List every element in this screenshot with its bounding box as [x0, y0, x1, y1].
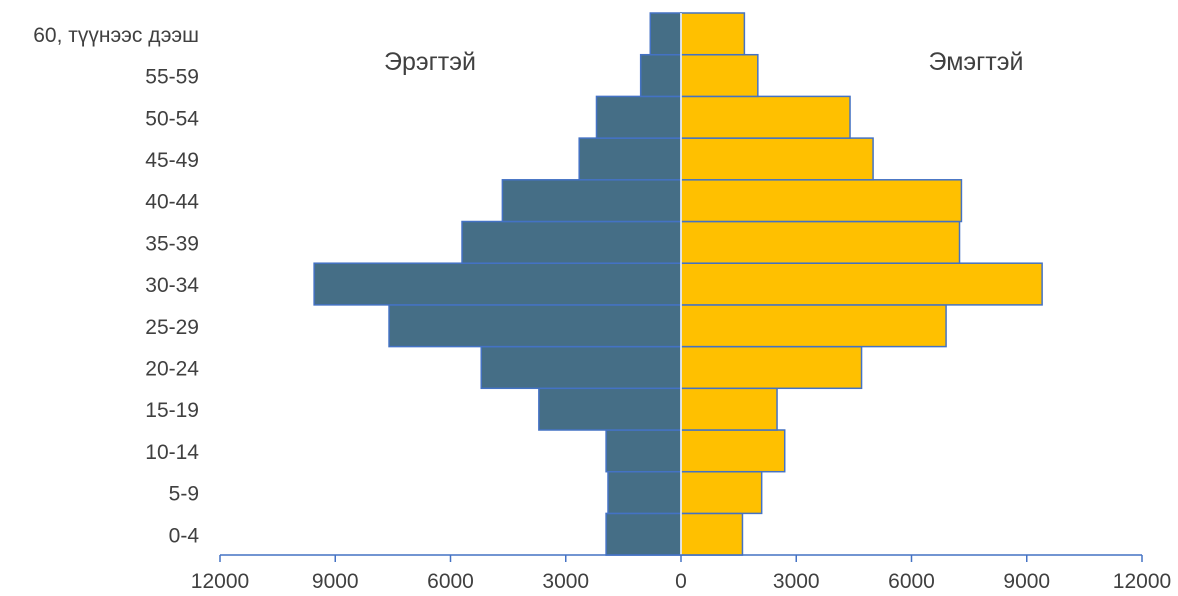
- series-label-female: Эмэгтэй: [929, 48, 1024, 76]
- bar-male-10-14: [605, 429, 682, 473]
- y-tick-label: 15-19: [145, 399, 199, 422]
- x-tick-label: 3000: [542, 570, 589, 593]
- bar-male-25-29: [388, 304, 682, 348]
- y-tick-label: 0-4: [169, 524, 200, 547]
- bar-female-40-44: [680, 179, 963, 223]
- bar-female-0-4: [680, 512, 744, 556]
- bar-female-10-14: [680, 429, 786, 473]
- female-bars: [680, 12, 1043, 556]
- y-tick-label: 35-39: [145, 232, 199, 255]
- x-tick-label: 6000: [427, 570, 474, 593]
- bar-male-35-39: [461, 220, 682, 264]
- bar-male-45-49: [578, 137, 682, 181]
- bar-female-55-59: [680, 53, 759, 98]
- bar-male-30-34: [313, 262, 682, 306]
- x-tick-label: 0: [675, 570, 687, 593]
- male-bars: [313, 12, 682, 556]
- bar-male-20-24: [480, 345, 682, 390]
- bar-female-60-: [680, 12, 746, 56]
- y-tick-label: 55-59: [145, 66, 199, 89]
- bar-female-35-39: [680, 220, 961, 264]
- y-tick-label: 10-14: [145, 441, 199, 464]
- bar-male-0-4: [605, 512, 682, 556]
- x-tick-label: 6000: [888, 570, 935, 593]
- y-tick-label: 40-44: [145, 191, 199, 214]
- x-axis: [219, 554, 1143, 562]
- x-tick-label: 3000: [773, 570, 820, 593]
- bar-female-45-49: [680, 137, 874, 181]
- bar-female-50-54: [680, 95, 851, 139]
- x-tick-label: 12000: [1113, 570, 1171, 593]
- y-tick-label: 50-54: [145, 107, 199, 130]
- bar-male-55-59: [639, 53, 682, 98]
- bar-female-20-24: [680, 345, 863, 390]
- y-tick-label: 30-34: [145, 274, 199, 297]
- bar-female-15-19: [680, 387, 778, 431]
- x-tick-label: 12000: [191, 570, 249, 593]
- y-tick-label: 25-29: [145, 316, 199, 339]
- bar-male-5-9: [607, 470, 682, 515]
- bar-female-5-9: [680, 470, 763, 515]
- bar-male-15-19: [538, 387, 682, 431]
- y-tick-label: 20-24: [145, 357, 199, 380]
- bar-male-40-44: [501, 179, 682, 223]
- bar-female-25-29: [680, 304, 947, 348]
- bar-male-50-54: [595, 95, 682, 139]
- y-axis-labels: 0-4 5-9 10-14 15-19 20-24 25-29 30-34 35-39 40-4…: [33, 24, 199, 547]
- series-label-male: Эрэгтэй: [384, 48, 476, 76]
- x-axis-tick-labels: 12000 9000 6000 3000 0 3000 6000 9000 12000: [191, 570, 1171, 593]
- x-tick-label: 9000: [1003, 570, 1050, 593]
- x-tick-label: 9000: [312, 570, 359, 593]
- y-tick-label: 60, түүнээс дээш: [33, 24, 199, 47]
- y-tick-label: 5-9: [169, 483, 199, 506]
- bar-male-60-: [649, 12, 682, 56]
- bar-female-30-34: [680, 262, 1043, 306]
- y-tick-label: 45-49: [145, 149, 199, 172]
